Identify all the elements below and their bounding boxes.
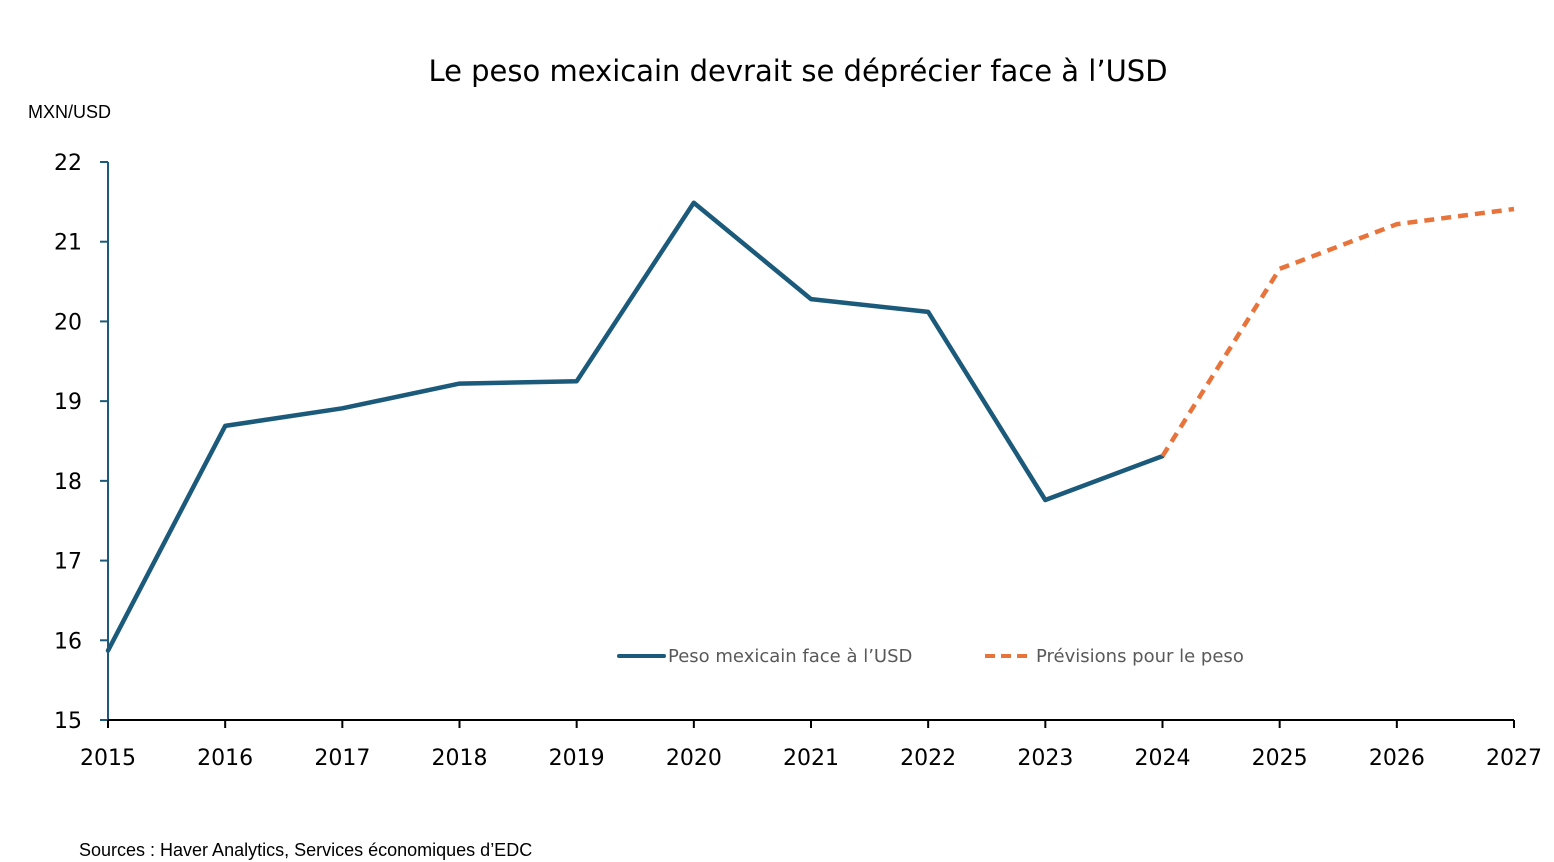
x-tick-label: 2018 <box>432 746 488 771</box>
legend-label-actual: Peso mexicain face à l’USD <box>668 646 912 667</box>
legend-label-forecast: Prévisions pour le peso <box>1036 646 1244 667</box>
series-line-actual <box>105 200 1165 653</box>
x-tick-label: 2024 <box>1135 746 1191 771</box>
y-tick-label: 17 <box>54 550 82 575</box>
x-tick-label: 2025 <box>1252 746 1308 771</box>
y-tick-label: 18 <box>54 470 82 495</box>
x-tick-label: 2023 <box>1017 746 1073 771</box>
x-tick-label: 2020 <box>666 746 722 771</box>
x-tick-label: 2022 <box>900 746 956 771</box>
chart-title: Le peso mexicain devrait se déprécier fa… <box>428 54 1167 88</box>
x-tick-label: 2017 <box>314 746 370 771</box>
source-note: Sources : Haver Analytics, Services écon… <box>79 840 532 860</box>
x-tick-label: 2016 <box>197 746 253 771</box>
y-tick-label: 22 <box>54 151 82 176</box>
y-axis-unit-label: MXN/USD <box>28 102 111 122</box>
y-axis: 15 16 17 18 19 20 21 22 <box>54 151 109 734</box>
x-axis: 2015 2016 2017 2018 2019 2020 2021 2022 2023 2024… <box>80 719 1542 771</box>
x-tick-label: 2019 <box>549 746 605 771</box>
series-layer <box>105 200 1515 653</box>
x-tick-label: 2026 <box>1369 746 1425 771</box>
x-tick-label: 2027 <box>1486 746 1542 771</box>
y-tick-label: 19 <box>54 390 82 415</box>
y-tick-label: 20 <box>54 310 82 335</box>
series-line-forecast <box>1160 206 1515 458</box>
legend: Peso mexicain face à l’USD Prévisions po… <box>617 646 1244 667</box>
y-tick-label: 21 <box>54 231 82 256</box>
x-tick-label: 2015 <box>80 746 136 771</box>
y-tick-label: 16 <box>54 629 82 654</box>
y-tick-label: 15 <box>54 709 82 734</box>
x-tick-label: 2021 <box>783 746 839 771</box>
